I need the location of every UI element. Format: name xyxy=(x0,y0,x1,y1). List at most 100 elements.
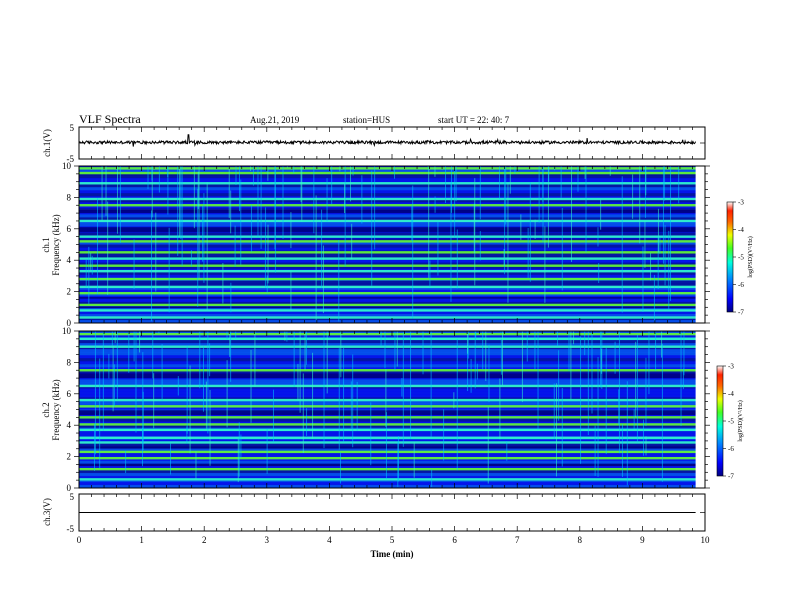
spectrogram-streak xyxy=(229,331,231,357)
spectrogram-streak xyxy=(430,331,432,437)
spectrogram-streak xyxy=(642,246,644,312)
spectrogram-noise-row xyxy=(79,343,705,347)
spectrogram-streak xyxy=(500,331,502,333)
spectrogram-streak xyxy=(444,166,446,204)
frequency-tick-label: 4 xyxy=(67,420,72,430)
spectrogram-streak xyxy=(503,248,505,266)
spectrogram-band xyxy=(79,337,705,341)
spectrogram-weak-band xyxy=(79,410,705,415)
frequency-tick-label: 0 xyxy=(67,483,72,493)
spectrogram-streak xyxy=(266,428,268,474)
spectrogram-streak xyxy=(474,331,476,389)
spectrogram-noise-row xyxy=(79,364,705,368)
spectrogram-streak xyxy=(250,349,252,423)
station-label: station=HUS xyxy=(343,115,391,125)
spectrogram-noise-row xyxy=(79,379,705,383)
spectrogram-band xyxy=(79,428,705,432)
time-tick-label: 4 xyxy=(327,535,332,545)
spectrogram-streak xyxy=(683,331,685,376)
spectrogram-streak xyxy=(351,223,353,260)
spectrogram-streak xyxy=(485,331,487,381)
spectrogram-noise-row xyxy=(79,244,705,248)
spectrogram-noise-row xyxy=(79,208,705,212)
spectrogram-band xyxy=(79,478,705,481)
spectrogram-noise-row xyxy=(79,367,705,371)
ch2-spectrogram-ylabel: Frequency (kHz) xyxy=(51,379,61,440)
spectrogram-streak xyxy=(600,331,602,388)
spectrogram-streak xyxy=(657,235,659,290)
spectrogram-streak xyxy=(152,331,154,379)
spectrogram-streak xyxy=(410,331,412,439)
spectrogram-streak xyxy=(434,196,436,213)
ch1-waveform-trace xyxy=(78,134,697,148)
spectrogram-streak xyxy=(274,166,276,250)
spectrogram-streak xyxy=(601,331,603,389)
spectrogram-noise-row xyxy=(79,391,705,395)
spectrogram-streak xyxy=(466,331,468,354)
spectrogram-streak xyxy=(635,341,637,418)
spectrogram-noise-row xyxy=(79,406,705,410)
spectrogram-streak xyxy=(299,331,301,413)
spectrogram-noise-row xyxy=(79,403,705,407)
spectrogram-streak xyxy=(618,331,620,454)
spectrogram-streak xyxy=(181,166,183,266)
spectrogram-streak xyxy=(226,331,228,340)
spectrogram-streak xyxy=(133,239,135,290)
spectrogram-streak xyxy=(394,331,396,371)
spectrogram-weak-band xyxy=(79,463,705,467)
spectrogram-streak xyxy=(151,166,153,218)
spectrogram-streak xyxy=(642,419,644,456)
spectrogram-streak xyxy=(598,262,600,284)
spectrogram-streak xyxy=(648,331,650,395)
spectrogram-streak xyxy=(114,331,116,344)
spectrogram-streak xyxy=(349,166,351,202)
spectrogram-streak xyxy=(209,343,211,377)
spectrogram-streak xyxy=(657,208,659,253)
spectrogram-streak xyxy=(313,166,315,234)
ch1-spectrogram-image xyxy=(79,166,705,324)
colorbar-tick-label: -6 xyxy=(738,281,744,289)
spectrogram-streak xyxy=(434,166,436,177)
spectrogram-noise-row xyxy=(79,298,705,303)
spectrogram-streak xyxy=(398,436,400,482)
spectrogram-streak xyxy=(573,331,575,345)
spectrogram-streak xyxy=(661,331,663,358)
spectrogram-noise-row xyxy=(79,433,705,437)
spectrogram-noise-row xyxy=(79,361,705,365)
ch2-spectrogram-channel-label: ch.2 xyxy=(41,402,51,417)
spectrogram-streak xyxy=(230,190,232,234)
time-tick-label: 8 xyxy=(578,535,583,545)
spectrogram-streak xyxy=(557,331,559,347)
time-tick-label: 10 xyxy=(701,535,711,545)
ch1-ticks xyxy=(78,126,706,160)
frequency-tick-label: 10 xyxy=(62,161,72,171)
spectrogram-streak xyxy=(618,389,620,425)
colorbar-tick-label: -3 xyxy=(728,363,734,371)
spectrogram-streak xyxy=(356,381,358,431)
frequency-tick-label: 2 xyxy=(67,452,72,462)
spectrogram-streak xyxy=(401,378,403,397)
spectrogram-streak xyxy=(591,331,593,414)
spectrogram-streak xyxy=(505,166,507,225)
spectrogram-band xyxy=(79,171,705,175)
spectrogram-streak xyxy=(664,166,666,201)
spectrogram-end-strip xyxy=(695,331,705,488)
spectrogram-streak xyxy=(282,166,284,239)
spectrogram-band xyxy=(79,384,705,388)
spectrogram-streak xyxy=(108,353,110,379)
ch2-colorbar-ticks: -3 -4 -5 -6 -7 xyxy=(723,363,734,481)
spectrogram-streak xyxy=(467,331,469,359)
spectrogram-streak xyxy=(450,182,452,302)
spectrogram-streak xyxy=(520,214,522,240)
spectrogram-streak xyxy=(193,166,195,229)
spectrogram-streak xyxy=(411,206,413,241)
spectrogram-streak xyxy=(189,365,191,454)
spectrogram-streak xyxy=(662,166,664,264)
spectrogram-streak xyxy=(237,439,239,483)
spectrogram-streak xyxy=(451,166,453,213)
spectrogram-streak xyxy=(422,331,424,375)
spectrogram-streak xyxy=(507,182,509,303)
spectrogram-streak xyxy=(226,360,228,428)
spectrogram-streak xyxy=(113,364,115,407)
spectrogram-noise-row xyxy=(79,457,705,462)
